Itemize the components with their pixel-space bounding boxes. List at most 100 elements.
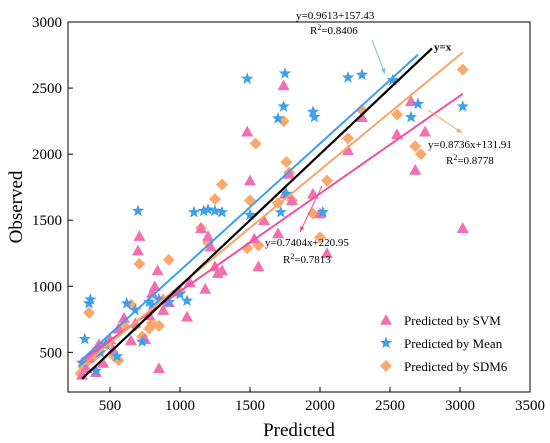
mean-arrow-head — [380, 68, 386, 74]
mean-point — [162, 295, 175, 308]
svm-r2: R2=0.7813 — [283, 252, 331, 266]
sdm6-point — [414, 148, 427, 161]
svm-arrow-head — [300, 226, 305, 232]
svm-point — [112, 322, 125, 334]
svm-point — [216, 264, 228, 276]
svm-point — [181, 310, 193, 322]
svm-point — [277, 79, 290, 91]
svm-point — [244, 174, 256, 186]
sdm6-point — [249, 137, 262, 150]
mean-point — [78, 332, 91, 345]
svm-point — [272, 227, 284, 239]
mean-point — [145, 298, 159, 311]
mean-point — [355, 68, 369, 81]
x-tick-label: 3500 — [515, 398, 545, 414]
x-tick-label: 1000 — [165, 398, 195, 414]
mean-point — [197, 204, 210, 217]
svm-point — [132, 244, 144, 256]
mean-point — [180, 294, 194, 307]
y-tick-label: 2500 — [32, 81, 62, 97]
svm-point — [456, 222, 469, 233]
mean-point — [201, 203, 215, 215]
mean-point — [143, 295, 156, 308]
reference-line-label: y=x — [434, 41, 452, 53]
sdm6-point — [133, 257, 146, 270]
legend-label: Predicted by SVM — [404, 313, 501, 328]
mean-point — [341, 71, 355, 83]
svm-point — [183, 276, 196, 288]
mean-point — [308, 110, 321, 123]
sdm6-point — [162, 253, 175, 266]
y-axis-label: Observed — [6, 170, 27, 243]
sdm6-point — [83, 306, 95, 319]
mean-point — [187, 205, 201, 218]
mean-point — [84, 293, 97, 305]
mean-point — [89, 364, 103, 377]
svm-point — [118, 312, 130, 323]
mean-equation: y=0.9613+157.43 — [296, 10, 375, 22]
sdm6-point — [409, 140, 422, 153]
legend-item: Predicted by SVM — [380, 313, 501, 328]
plot-frame — [67, 21, 531, 393]
sdm6-point — [216, 178, 228, 191]
svm-point — [314, 207, 326, 219]
mean-point — [241, 72, 254, 85]
mean-point — [136, 335, 149, 348]
svm-point — [204, 240, 217, 252]
mean-point — [278, 67, 292, 79]
mean-point — [404, 110, 418, 123]
svm-point — [286, 194, 298, 206]
y-tick-label: 500 — [40, 345, 63, 361]
svm-point — [125, 334, 137, 346]
sdm6-point — [391, 108, 403, 121]
mean-point — [306, 105, 320, 118]
mean-point — [316, 205, 329, 218]
y-tick-label: 1500 — [32, 213, 62, 229]
svm-point — [97, 356, 109, 368]
x-tick-label: 500 — [99, 398, 122, 414]
star-icon — [379, 336, 393, 349]
svm-point — [258, 214, 270, 226]
svm-arrow — [299, 185, 323, 233]
mean-point — [243, 208, 257, 221]
legend-item: Predicted by SDM6 — [380, 359, 508, 374]
sdm6-point — [321, 174, 333, 187]
sdm6-equation: y=0.8736x+131.91 — [428, 139, 512, 151]
x-tick-label: 2000 — [305, 398, 335, 414]
svm-point — [241, 125, 254, 137]
mean-arrow — [371, 39, 386, 75]
triangle-icon — [380, 314, 392, 325]
svm-point — [356, 111, 368, 122]
svm-point — [419, 125, 431, 137]
mean-point — [277, 100, 290, 112]
mean-point — [110, 349, 124, 362]
mean-point — [386, 73, 399, 86]
y-tick-label: 2000 — [32, 147, 62, 163]
mean-point — [173, 287, 187, 300]
sdm6-arrow — [427, 109, 463, 134]
sdm6-point — [314, 231, 326, 244]
mean-point — [411, 97, 425, 110]
mean-r2: R2=0.8406 — [310, 23, 358, 37]
svm-equation: y=0.7404x+220.95 — [265, 237, 349, 249]
mean-point — [152, 293, 166, 305]
sdm6-point — [456, 63, 469, 76]
mean-point — [129, 303, 142, 316]
mean-point — [75, 356, 89, 369]
svm-point — [283, 167, 296, 179]
diamond-icon — [380, 360, 392, 372]
mean-point — [280, 187, 293, 200]
legend-label: Predicted by SDM6 — [404, 359, 508, 374]
svm-point — [252, 260, 265, 272]
svm-point — [133, 230, 146, 241]
mean-point — [131, 204, 145, 217]
legend-label: Predicted by Mean — [404, 336, 503, 351]
sdm6-r2: R2=0.8778 — [446, 153, 494, 167]
x-tick-label: 2500 — [375, 398, 405, 414]
svm-point — [153, 362, 165, 374]
mean-point — [271, 111, 285, 124]
svm-point — [202, 230, 214, 241]
sdm6-point — [153, 319, 165, 332]
svm-point — [157, 304, 170, 315]
